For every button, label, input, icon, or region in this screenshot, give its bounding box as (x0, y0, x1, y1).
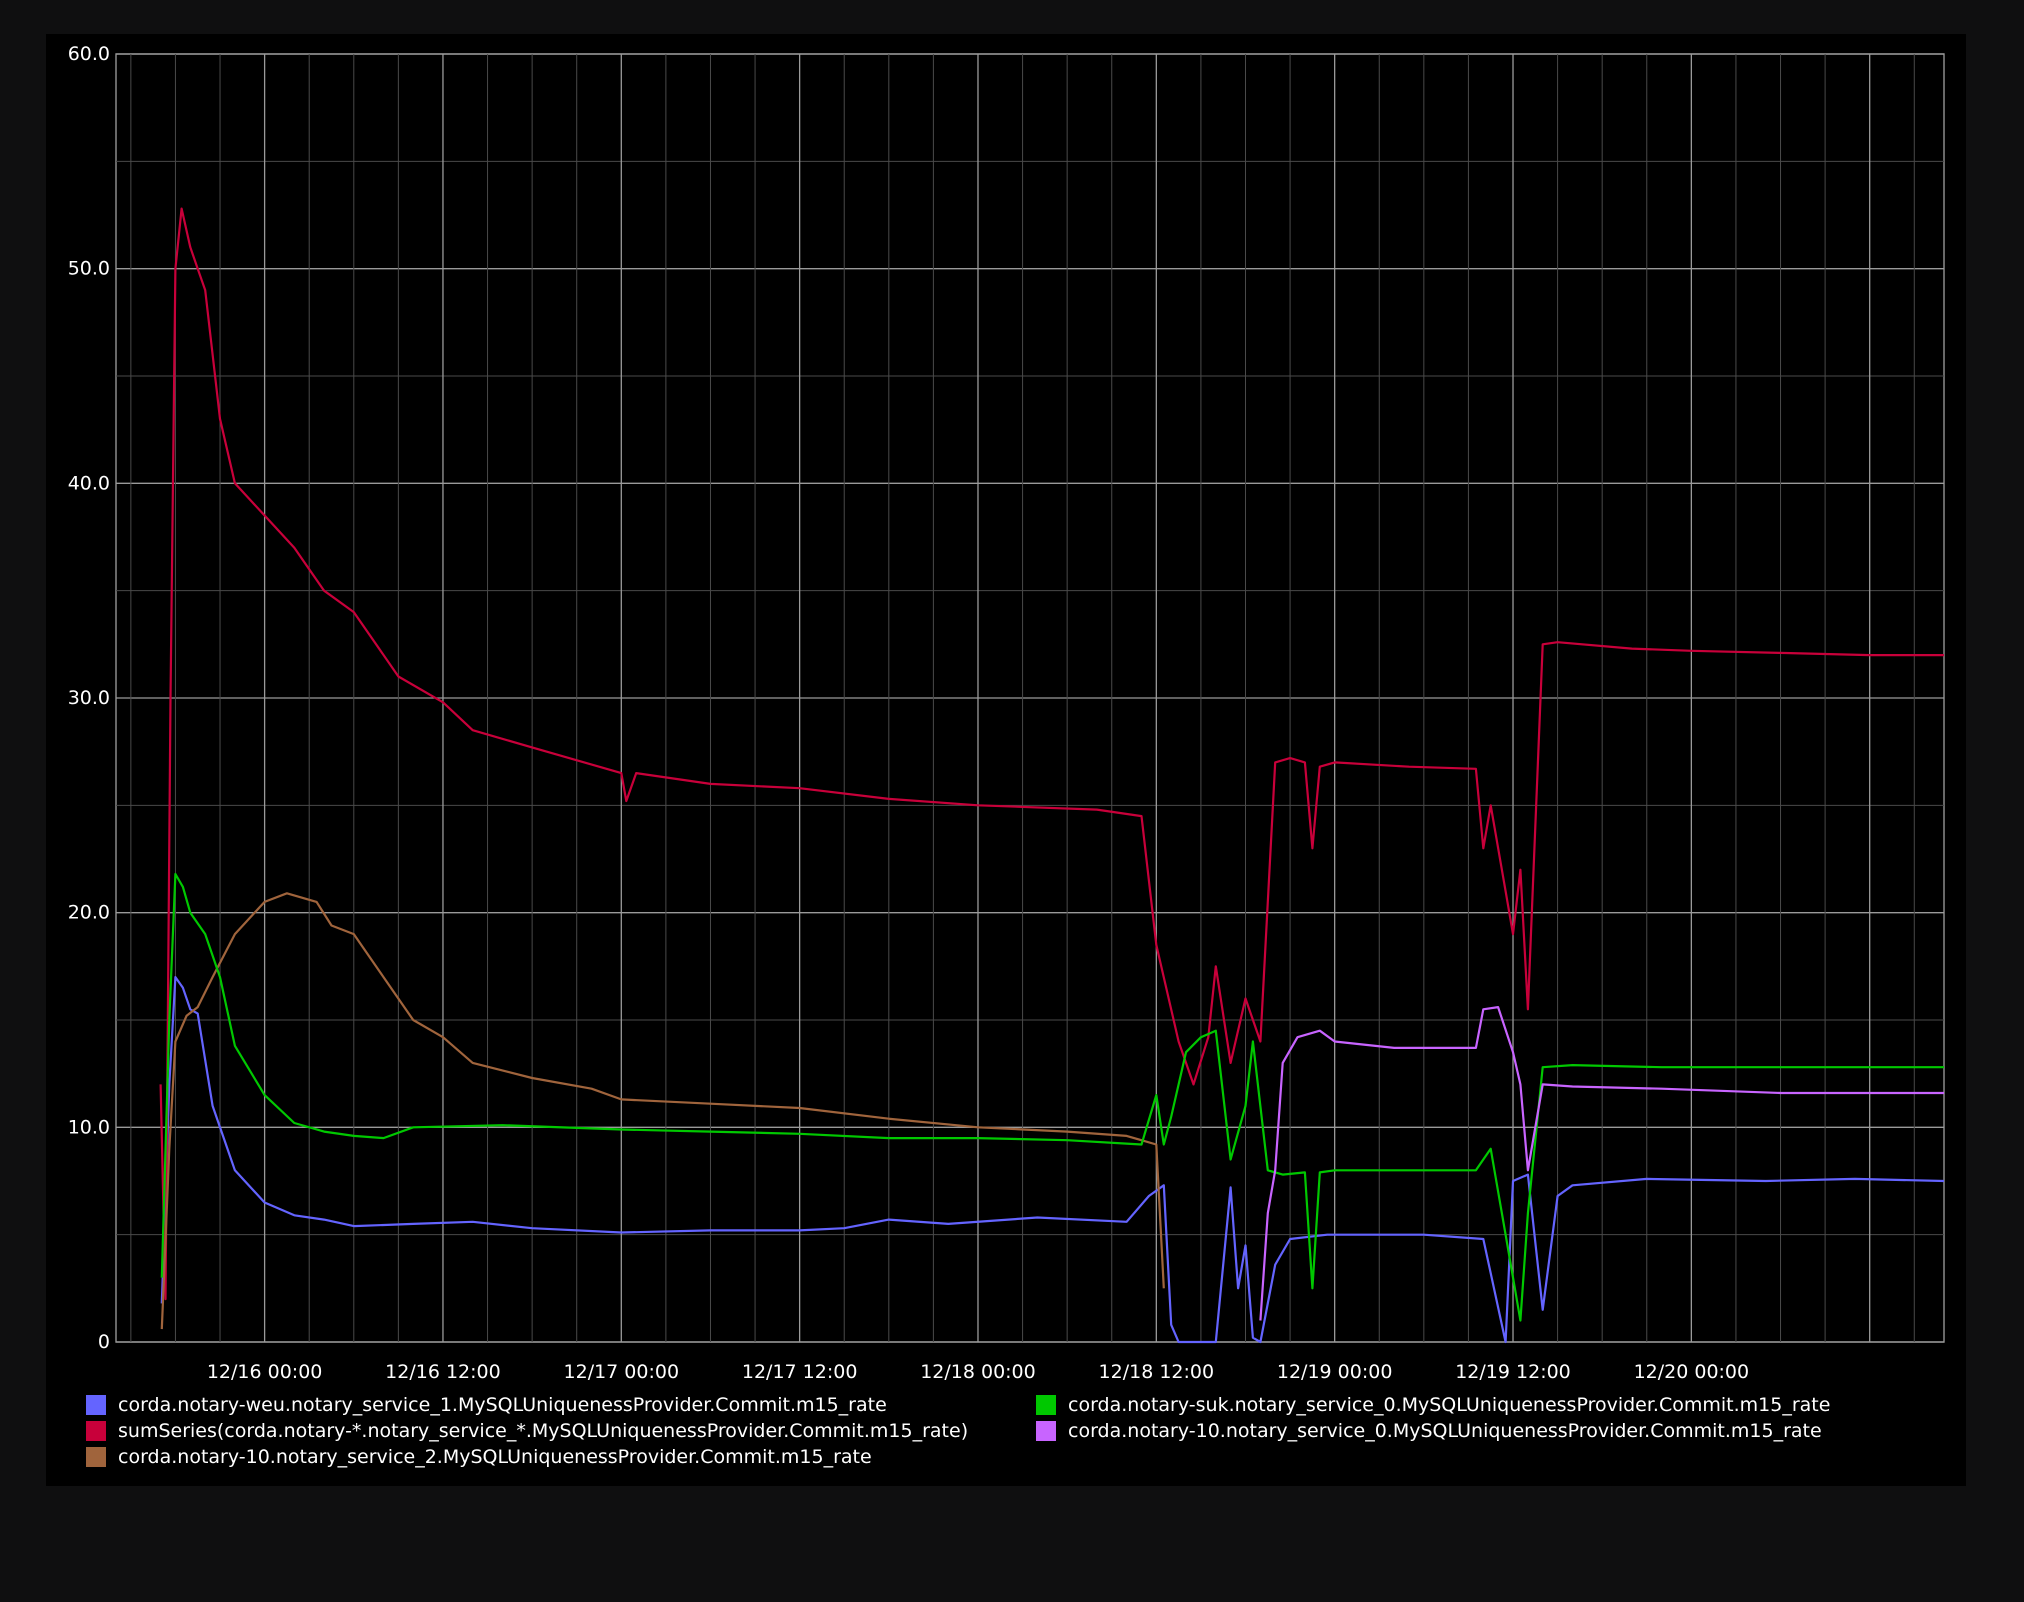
y-tick-label: 60.0 (68, 43, 110, 65)
series-line-2 (160, 892, 1165, 1330)
series-line-0 (160, 976, 1945, 1344)
x-tick-label: 12/16 00:00 (207, 1361, 323, 1383)
y-tick-label: 40.0 (68, 472, 110, 494)
legend-swatch-suk-service-0 (1036, 1395, 1056, 1415)
legend-swatch-sum-series (86, 1421, 106, 1441)
y-axis-tick-labels: 0 10.0 20.0 30.0 40.0 50.0 60.0 (68, 43, 110, 1353)
graph-panel: 0 10.0 20.0 30.0 40.0 50.0 60.0 12/16 00:00 12/… (46, 34, 1966, 1486)
legend-swatch-notary10-service-2 (86, 1447, 106, 1467)
series-line-4 (1259, 1006, 1944, 1321)
x-tick-label: 12/19 12:00 (1455, 1361, 1571, 1383)
legend-swatch-weu-service-1 (86, 1395, 106, 1415)
legend-item-notary10-service-2: corda.notary-10.notary_service_2.MySQLUn… (86, 1444, 872, 1470)
legend-label-suk-service-0: corda.notary-suk.notary_service_0.MySQLU… (1068, 1394, 1831, 1416)
legend-item-notary10-service-0: corda.notary-10.notary_service_0.MySQLUn… (1036, 1418, 1822, 1444)
legend: corda.notary-weu.notary_service_1.MySQLU… (86, 1392, 1946, 1482)
x-tick-label: 12/16 12:00 (385, 1361, 501, 1383)
line-chart: 010.020.030.040.050.060.0 12/16 00:00 12/… (68, 43, 1945, 1383)
y-tick-label: 50.0 (68, 258, 110, 280)
legend-swatch-notary10-service-0 (1036, 1421, 1056, 1441)
legend-item-suk-service-0: corda.notary-suk.notary_service_0.MySQLU… (1036, 1392, 1830, 1418)
x-tick-label: 12/18 00:00 (920, 1361, 1036, 1383)
y-tick-label: 30.0 (68, 687, 110, 709)
legend-item-weu-service-1: corda.notary-weu.notary_service_1.MySQLU… (86, 1392, 887, 1418)
legend-label-notary10-service-0: corda.notary-10.notary_service_0.MySQLUn… (1068, 1420, 1822, 1442)
series-line-3 (160, 872, 1944, 1322)
legend-item-sum-series: sumSeries(corda.notary-*.notary_service_… (86, 1418, 968, 1444)
legend-label-sum-series: sumSeries(corda.notary-*.notary_service_… (118, 1420, 969, 1442)
x-tick-label: 12/20 00:00 (1634, 1361, 1750, 1383)
legend-label-weu-service-1: corda.notary-weu.notary_service_1.MySQLU… (118, 1394, 887, 1416)
legend-label-notary10-service-2: corda.notary-10.notary_service_2.MySQLUn… (118, 1446, 872, 1468)
grid-lines (116, 53, 1944, 1343)
x-axis-tick-labels: 12/16 00:00 12/16 12:00 12/17 00:00 12/17 1… (207, 1361, 1749, 1383)
x-tick-label: 12/17 00:00 (564, 1361, 680, 1383)
y-tick-label: 20.0 (68, 902, 110, 924)
series-lines (159, 207, 1945, 1344)
x-tick-label: 12/17 12:00 (742, 1361, 858, 1383)
series-line-1 (159, 207, 1944, 1301)
x-tick-label: 12/18 12:00 (1099, 1361, 1215, 1383)
y-tick-label: 10.0 (68, 1116, 110, 1138)
x-tick-label: 12/19 00:00 (1277, 1361, 1393, 1383)
y-tick-label: 0 (98, 1331, 110, 1353)
